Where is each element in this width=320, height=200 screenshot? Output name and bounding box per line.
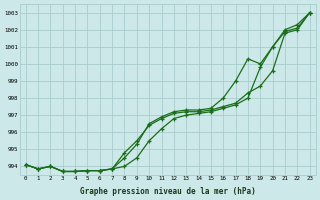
- X-axis label: Graphe pression niveau de la mer (hPa): Graphe pression niveau de la mer (hPa): [80, 187, 256, 196]
